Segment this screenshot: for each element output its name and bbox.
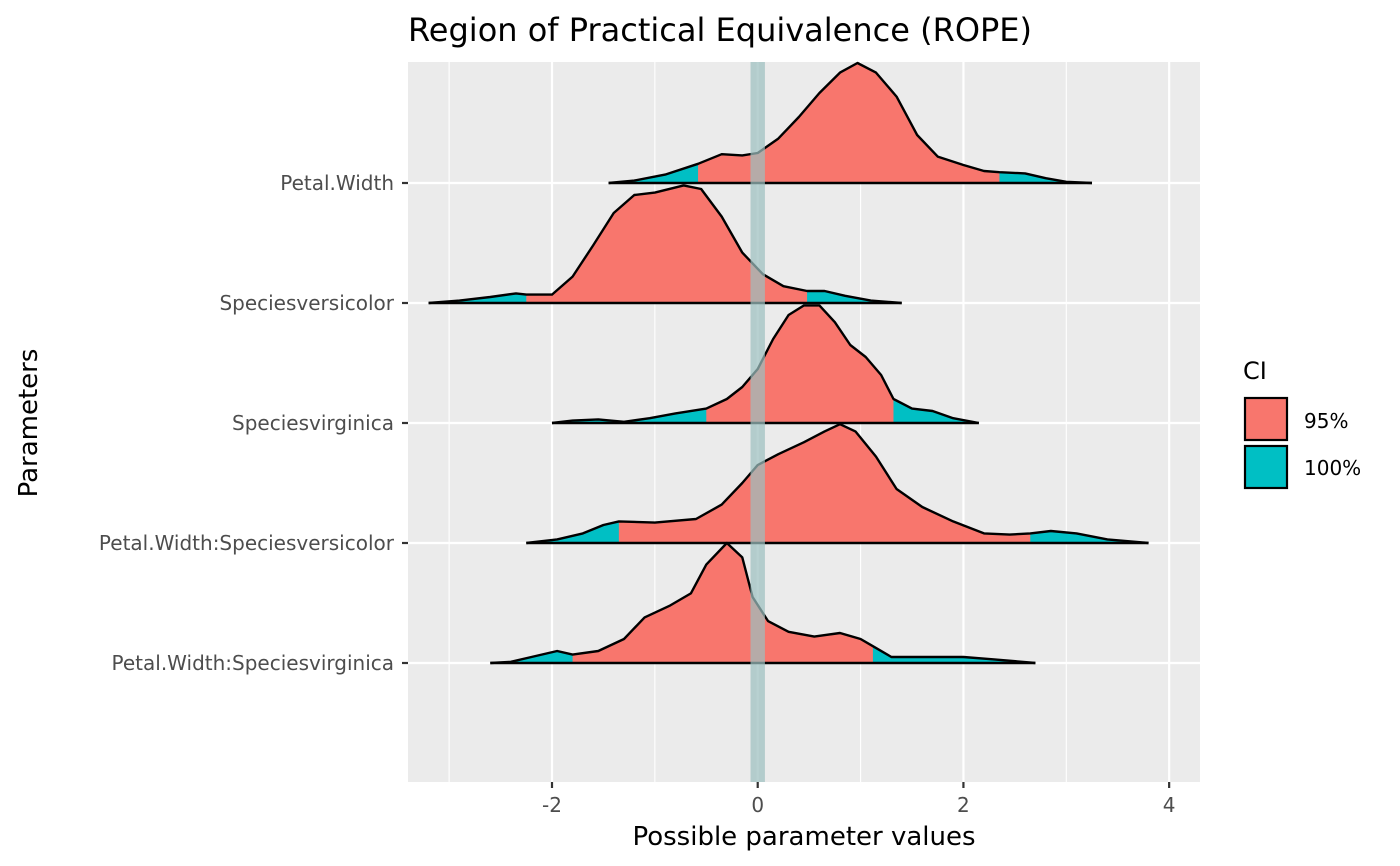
- ridge-petal-width-speciesversicolor: [526, 423, 1149, 545]
- ridge-ci95-area: [572, 543, 873, 663]
- legend-label-95: 95%: [1304, 409, 1348, 433]
- density-ridges: [428, 61, 1149, 665]
- ridge-petal-width: [608, 61, 1093, 185]
- ridge-ci95-area: [698, 63, 1000, 183]
- rope-band: [750, 62, 765, 782]
- legend-label-100: 100%: [1304, 456, 1361, 480]
- legend-key-100: [1243, 444, 1289, 490]
- ridge-outline: [608, 61, 1093, 185]
- y-tick-label: Petal.Width:Speciesversicolor: [99, 531, 395, 555]
- y-axis-title: Parameters: [14, 349, 44, 498]
- x-tick-label: -2: [542, 793, 562, 817]
- chart-title: Region of Practical Equivalence (ROPE): [408, 11, 1032, 49]
- ridge-outline: [526, 423, 1149, 545]
- ridge-ci95-area: [526, 185, 808, 303]
- y-tick-label: Petal.Width: [280, 171, 394, 195]
- x-tick-label: 0: [751, 793, 764, 817]
- x-axis-title: Possible parameter values: [632, 822, 975, 852]
- ridge-speciesversicolor: [428, 184, 902, 305]
- x-tick-label: 2: [957, 793, 970, 817]
- x-tick-label: 4: [1163, 793, 1176, 817]
- ridge-ci95-area: [618, 424, 1031, 543]
- y-tick-label: Speciesvirginica: [232, 411, 394, 435]
- ridge-outline: [490, 541, 1036, 665]
- ridge-outline: [428, 184, 902, 305]
- legend-title: CI: [1243, 357, 1267, 385]
- ridge-outline: [551, 304, 980, 425]
- legend-key-95: [1243, 396, 1289, 442]
- y-tick-label: Speciesversicolor: [219, 291, 394, 315]
- legend: CI 95% 100%: [1243, 357, 1361, 490]
- y-tick-label: Petal.Width:Speciesvirginica: [112, 651, 394, 675]
- y-axis-ticks: Petal.Width Speciesversicolor Speciesvirgi…: [99, 171, 408, 675]
- x-axis-ticks: -2 0 2 4: [542, 782, 1176, 817]
